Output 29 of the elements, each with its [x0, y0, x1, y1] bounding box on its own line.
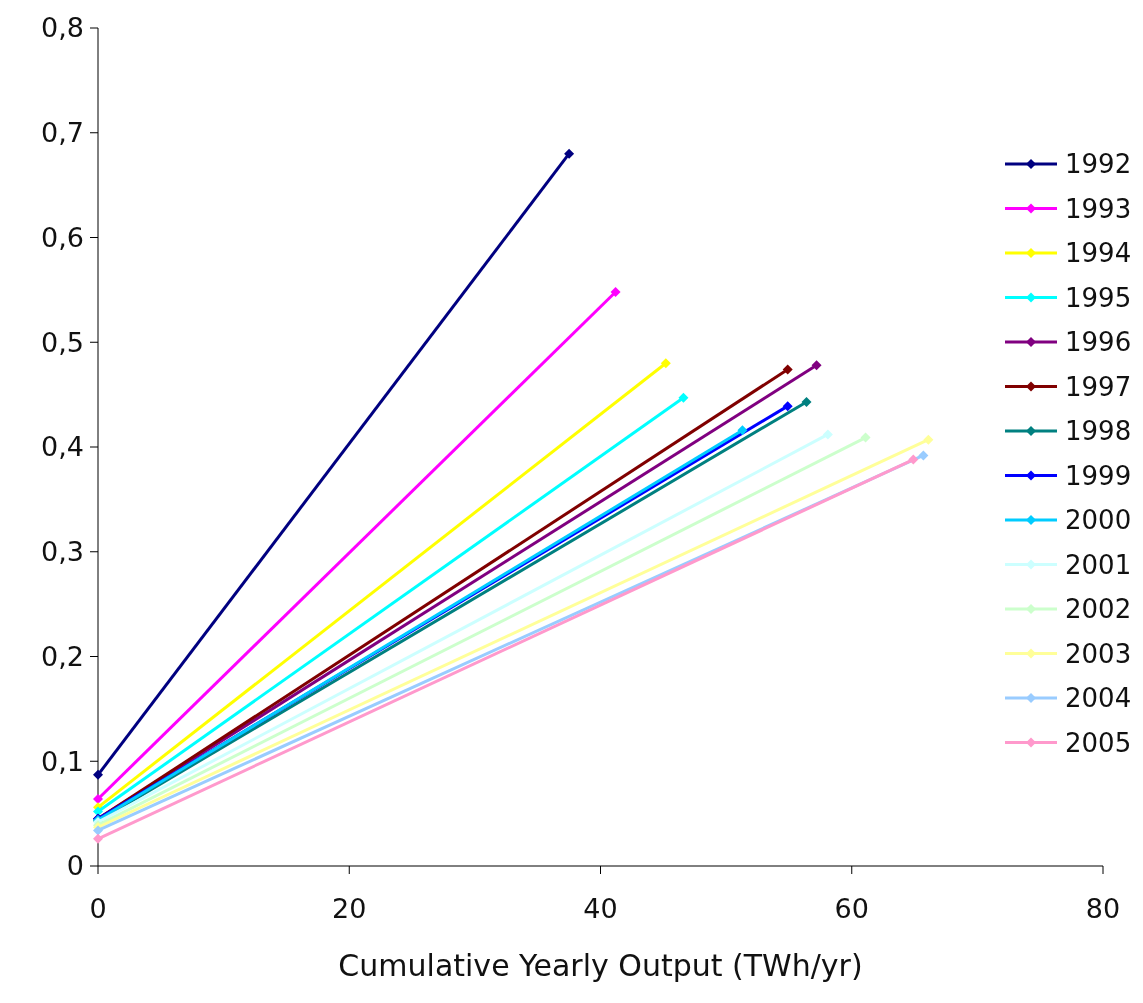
y-tick-label: 0,1 — [41, 745, 84, 777]
x-tick-label: 80 — [1085, 893, 1121, 924]
legend-label: 1999 — [1065, 460, 1132, 491]
legend-label: 1996 — [1065, 327, 1132, 358]
legend-label: 1993 — [1065, 193, 1132, 224]
legend-label: 1997 — [1065, 371, 1132, 402]
y-tick-label: 0,5 — [41, 326, 84, 358]
x-tick-label: 20 — [332, 893, 367, 924]
y-tick-label: 0,3 — [41, 536, 84, 568]
legend-label: 2002 — [1065, 594, 1132, 625]
legend-label: 1998 — [1065, 416, 1132, 447]
legend-label: 1995 — [1065, 282, 1132, 313]
legend-label: 1992 — [1065, 149, 1132, 180]
y-tick-label: 0,8 — [41, 12, 84, 44]
legend-label: 2001 — [1065, 549, 1132, 580]
x-tick-label: 0 — [89, 893, 107, 924]
y-tick-label: 0,7 — [41, 117, 84, 149]
legend-label: 1994 — [1065, 238, 1132, 269]
legend-label: 2004 — [1065, 683, 1132, 714]
y-tick-label: 0,4 — [41, 431, 84, 463]
legend-label: 2005 — [1065, 727, 1132, 758]
y-tick-label: 0,2 — [41, 640, 84, 672]
x-tick-label: 60 — [834, 893, 869, 924]
legend-label: 2000 — [1065, 505, 1132, 536]
x-tick-label: 40 — [583, 893, 618, 924]
y-tick-label: 0 — [66, 850, 84, 882]
x-axis-title: Cumulative Yearly Output (TWh/yr) — [338, 948, 863, 983]
y-tick-label: 0,6 — [41, 221, 84, 253]
legend-label: 2003 — [1065, 638, 1132, 669]
